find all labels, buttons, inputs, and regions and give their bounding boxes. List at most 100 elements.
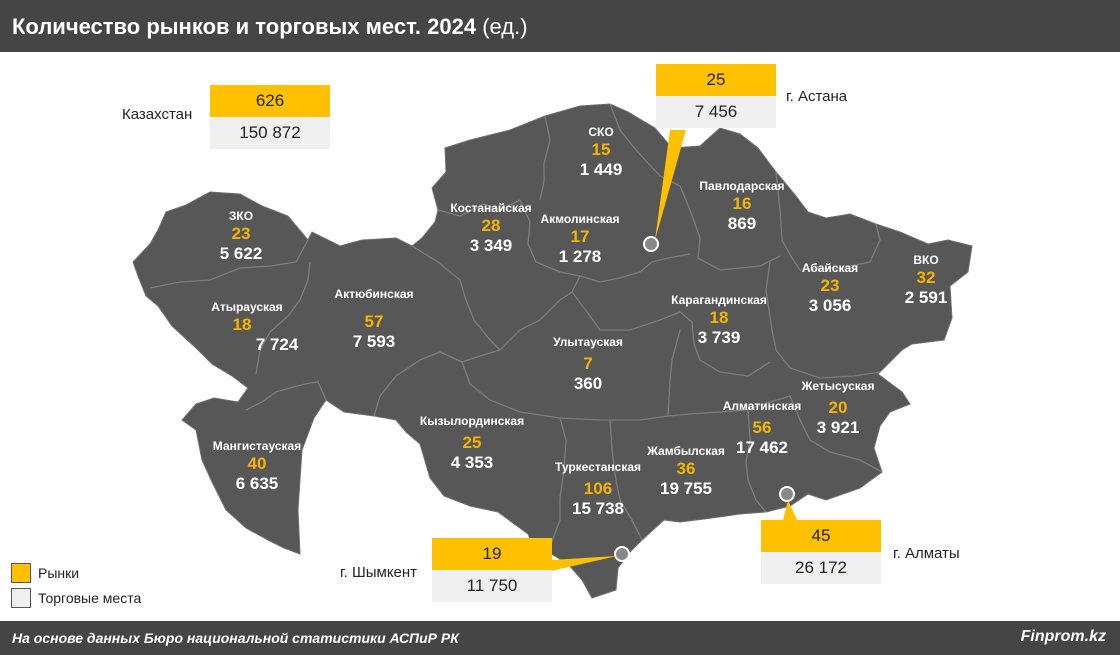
region-places: 19 755 <box>660 479 712 498</box>
region-name: Актюбинская <box>334 287 414 301</box>
kazakhstan-places: 150 872 <box>210 117 330 149</box>
region-vko: ВКО 32 2 591 <box>905 252 948 308</box>
region-almaty-oblast: Алматинская 56 17 462 <box>723 398 802 458</box>
page-title: Количество рынков и торговых мест. 2024 … <box>12 14 528 39</box>
region-name: Павлодарская <box>699 179 785 193</box>
region-markets: 40 <box>247 454 267 473</box>
region-aktobe: Актюбинская 57 7 593 <box>334 286 413 352</box>
region-abai: Абайская 23 3 056 <box>802 260 858 316</box>
almaty-marker <box>779 486 795 502</box>
almaty-label: г. Алматы <box>893 545 960 562</box>
region-kyzylorda: Кызылординская 25 4 353 <box>420 413 524 473</box>
region-markets: 57 <box>364 312 384 331</box>
region-markets: 25 <box>462 433 482 452</box>
region-places: 3 739 <box>697 328 741 347</box>
region-ulytau: Улытауская 7 360 <box>553 334 623 394</box>
region-name: Жамбылская <box>647 444 725 458</box>
region-markets: 106 <box>583 479 613 498</box>
region-markets: 36 <box>676 459 696 478</box>
region-places: 5 622 <box>219 244 263 263</box>
region-zko: ЗКО 23 5 622 <box>220 208 263 264</box>
region-name: Абайская <box>801 261 859 275</box>
shymkent-places: 11 750 <box>432 570 552 602</box>
region-places: 2 591 <box>904 288 948 307</box>
region-markets: 15 <box>591 140 611 159</box>
region-markets: 16 <box>732 194 752 213</box>
legend-places-swatch <box>11 588 31 608</box>
region-markets: 7 <box>583 354 593 373</box>
region-zhambyl: Жамбылская 36 19 755 <box>647 443 725 499</box>
footer-bar: На основе данных Бюро национальной стати… <box>0 621 1120 655</box>
region-name: ВКО <box>913 253 939 267</box>
region-markets: 56 <box>752 418 772 437</box>
shymkent-pointer <box>551 556 617 571</box>
region-name: Туркестанская <box>554 460 642 474</box>
almaty-markets: 45 <box>761 520 881 552</box>
region-places: 3 349 <box>469 236 513 255</box>
astana-places: 7 456 <box>656 96 776 128</box>
region-atyrau: Атырауская 18 7 724 <box>196 299 299 355</box>
region-places: 7 593 <box>352 332 396 351</box>
region-sko: СКО 15 1 449 <box>580 124 623 180</box>
region-karaganda: Карагандинская 18 3 739 <box>671 292 767 348</box>
region-places: 360 <box>573 374 603 393</box>
kazakhstan-map <box>132 103 973 599</box>
region-markets: 32 <box>916 268 936 287</box>
region-akmola: Акмолинская 17 1 278 <box>540 211 619 267</box>
kazakhstan-callout: 626 150 872 <box>210 85 330 149</box>
astana-marker <box>643 236 659 252</box>
region-markets: 18 <box>709 308 729 327</box>
region-places: 7 724 <box>255 335 299 354</box>
region-places: 4 353 <box>450 453 494 472</box>
shymkent-marker <box>614 546 630 562</box>
shymkent-callout: 19 11 750 <box>432 538 552 602</box>
header-bar: Количество рынков и торговых мест. 2024 … <box>0 0 1120 52</box>
region-name: Улытауская <box>553 335 623 349</box>
brand-logo: Finprom.kz <box>1020 628 1106 645</box>
source-note: На основе данных Бюро национальной стати… <box>12 630 459 646</box>
region-places: 17 462 <box>735 438 788 457</box>
region-name: ЗКО <box>228 209 254 223</box>
kazakhstan-label: Казахстан <box>122 106 193 123</box>
region-places: 3 921 <box>816 418 860 437</box>
astana-callout: 25 7 456 <box>656 64 776 128</box>
region-places: 869 <box>727 214 757 233</box>
almaty-pointer <box>783 500 797 520</box>
astana-markets: 25 <box>656 64 776 96</box>
region-markets: 23 <box>231 224 251 243</box>
region-name: Акмолинская <box>540 212 620 226</box>
region-markets: 23 <box>820 276 840 295</box>
kazakhstan-markets: 626 <box>210 85 330 117</box>
astana-label: г. Астана <box>786 88 848 105</box>
region-places: 1 449 <box>579 160 623 179</box>
astana-pointer <box>655 130 686 240</box>
region-name: СКО <box>588 125 614 139</box>
region-places: 1 278 <box>558 247 602 266</box>
region-markets: 18 <box>232 315 252 334</box>
region-markets: 28 <box>481 216 501 235</box>
legend-markets-swatch <box>11 563 31 583</box>
region-markets: 20 <box>828 398 848 417</box>
region-name: Атырауская <box>211 300 283 314</box>
country-shape <box>132 103 973 599</box>
map-area <box>0 52 1120 621</box>
region-name: Карагандинская <box>671 293 767 307</box>
region-name: Жетысуская <box>801 379 875 393</box>
almaty-callout: 45 26 172 <box>761 520 881 584</box>
title-unit: (ед.) <box>482 14 528 39</box>
region-places: 6 635 <box>235 474 279 493</box>
region-kostanay: Костанайская 28 3 349 <box>450 200 531 256</box>
legend-markets-label: Рынки <box>38 565 80 581</box>
region-turkestan: Туркестанская 106 15 738 <box>555 459 641 519</box>
region-markets: 17 <box>570 227 590 246</box>
region-pavlodar: Павлодарская 16 869 <box>699 178 784 234</box>
region-places: 3 056 <box>808 296 852 315</box>
shymkent-label: г. Шымкент <box>340 564 418 581</box>
almaty-places: 26 172 <box>761 552 881 584</box>
region-places: 15 738 <box>571 499 624 518</box>
legend-places-label: Торговые места <box>38 590 142 606</box>
region-zhetysu: Жетысуская 20 3 921 <box>802 378 875 438</box>
region-name: Кызылординская <box>419 414 525 428</box>
region-name: Мангистауская <box>212 439 302 453</box>
region-name: Костанайская <box>450 201 532 215</box>
